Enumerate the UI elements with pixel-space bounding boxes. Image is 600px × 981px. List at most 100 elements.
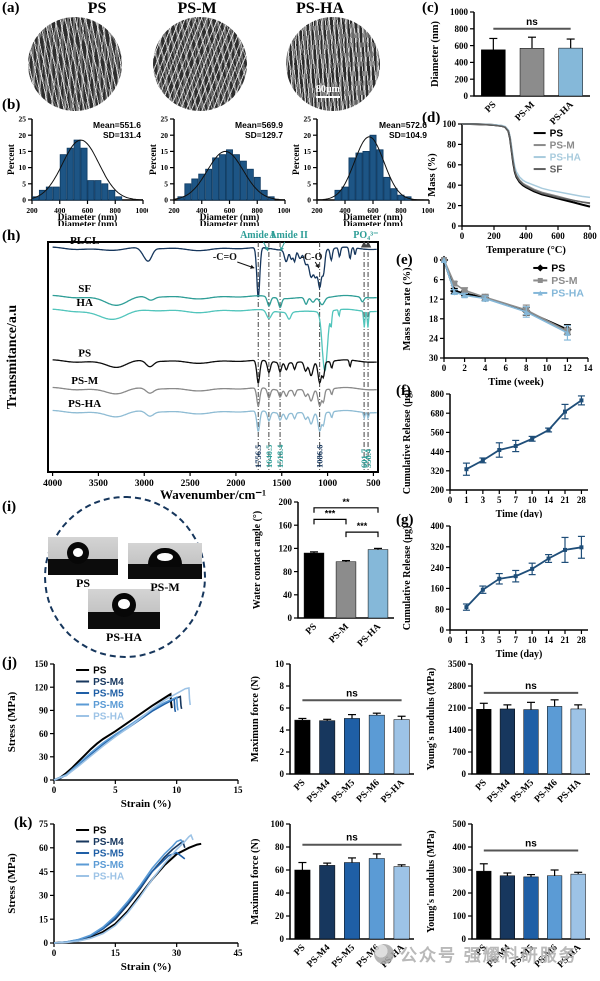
chart-stress-strain-j: 0 30 60 90 120 150 Stress (MPa) 0 5 10 15 Strain (%… [6, 659, 244, 810]
svg-text:10: 10 [172, 785, 182, 795]
svg-text:400: 400 [196, 206, 208, 215]
svg-text:7: 7 [513, 495, 518, 505]
svg-text:680: 680 [431, 408, 445, 418]
svg-text:2100: 2100 [448, 703, 467, 713]
svg-text:-C=O: -C=O [213, 252, 237, 263]
svg-text:600: 600 [455, 41, 469, 51]
droplet-label-ps-m: PS-M [150, 580, 180, 594]
svg-text:Wavenumber/cm⁻¹: Wavenumber/cm⁻¹ [160, 487, 266, 502]
svg-text:400: 400 [453, 842, 467, 852]
svg-text:0: 0 [280, 934, 285, 944]
droplet-image-ps [48, 537, 118, 575]
svg-text:3500: 3500 [89, 479, 108, 489]
svg-text:120: 120 [279, 544, 293, 554]
chart-release-high: 200 320 440 560 680 800 Cumulative Release (μg… [402, 389, 588, 518]
sem-label-ps: PS [87, 0, 107, 17]
svg-text:10: 10 [542, 363, 552, 373]
svg-text:ns: ns [525, 681, 537, 692]
svg-text:10: 10 [304, 163, 312, 172]
svg-text:PS-M6: PS-M6 [533, 778, 560, 805]
sem-image-ps [28, 17, 122, 111]
svg-text:Diameter (nm): Diameter (nm) [200, 212, 260, 223]
svg-text:PS: PS [551, 263, 565, 275]
svg-text:800: 800 [455, 24, 469, 34]
svg-text:PS-M: PS-M [550, 141, 575, 152]
chart-release-low: 0 80 160 240 320 400 Cumulative Release (μg) 0 1… [402, 521, 588, 660]
svg-text:14: 14 [544, 495, 554, 505]
svg-text:Diameter (nm): Diameter (nm) [343, 219, 403, 226]
svg-text:560: 560 [431, 428, 445, 438]
svg-text:0: 0 [288, 613, 293, 623]
svg-text:25: 25 [304, 115, 312, 124]
svg-text:60: 60 [39, 843, 49, 853]
svg-text:5: 5 [497, 495, 502, 505]
svg-text:Time (day): Time (day) [496, 509, 543, 518]
svg-text:PS: PS [93, 826, 107, 837]
sem-label-ps-ha: PS-HA [296, 0, 344, 17]
svg-text:200: 200 [487, 231, 501, 241]
svg-text:240: 240 [431, 563, 445, 573]
svg-text:15: 15 [19, 147, 27, 156]
chart-stress-strain-k: 0 15 30 45 60 75 Stress (MPa) 0 15 30 45 Strain (%)… [6, 819, 243, 973]
svg-text:PS: PS [550, 129, 564, 140]
svg-text:10: 10 [161, 163, 169, 172]
svg-text:30: 30 [172, 948, 182, 958]
svg-text:60: 60 [39, 729, 49, 739]
substrate-bar [128, 564, 202, 579]
svg-text:200: 200 [168, 206, 180, 215]
svg-text:15: 15 [39, 914, 49, 924]
svg-text:80: 80 [435, 604, 445, 614]
svg-text:PS-HA: PS-HA [93, 872, 124, 883]
svg-text:PS-M5: PS-M5 [509, 778, 536, 805]
svg-text:7: 7 [513, 635, 518, 645]
svg-text:3000: 3000 [135, 479, 154, 489]
svg-text:15: 15 [234, 785, 244, 795]
svg-text:40: 40 [283, 590, 293, 600]
svg-text:200: 200 [455, 74, 469, 84]
svg-text:PS-HA: PS-HA [550, 153, 581, 164]
svg-text:28: 28 [577, 495, 587, 505]
svg-text:200: 200 [26, 206, 38, 215]
svg-text:0: 0 [44, 775, 49, 785]
svg-text:21: 21 [561, 635, 571, 645]
chart-fiber-histogram-ps-ha: 0 5 10 15 20 25 Percent 200 400 600 800 1000 Diamete… [292, 115, 434, 226]
svg-text:6: 6 [434, 275, 439, 285]
svg-text:Percent: Percent [292, 143, 302, 175]
svg-text:400: 400 [519, 231, 533, 241]
substrate-bar [88, 612, 160, 629]
sem-image-ps-m [153, 17, 247, 111]
svg-text:1640.5: 1640.5 [264, 445, 274, 468]
svg-text:0: 0 [52, 785, 57, 795]
svg-text:30: 30 [39, 891, 49, 901]
svg-text:Young's modulus (MPa): Young's modulus (MPa) [426, 668, 437, 771]
svg-text:15: 15 [111, 948, 121, 958]
svg-text:1000: 1000 [136, 206, 149, 215]
chart-youngs-modulus-j: 0 700 1400 2100 2800 3500 Young's modulus (MPa… [426, 659, 590, 805]
svg-text:600: 600 [224, 206, 236, 215]
svg-text:400: 400 [54, 206, 66, 215]
svg-text:PS-HA: PS-HA [379, 778, 406, 805]
svg-text:3500: 3500 [448, 659, 467, 669]
svg-text:75: 75 [39, 819, 49, 829]
droplet-label-ps-ha: PS-HA [106, 630, 142, 644]
svg-text:PS-HA: PS-HA [68, 398, 101, 410]
svg-text:60: 60 [447, 160, 457, 170]
svg-text:3: 3 [481, 635, 486, 645]
svg-text:Time (day): Time (day) [496, 649, 543, 660]
panel-letter-c: (c) [422, 0, 439, 16]
chart-fiber-histogram-ps: 0 5 10 15 20 25 Percent 200 400 600 800 1000 Diamete… [7, 115, 149, 226]
svg-text:Mean=572.6: Mean=572.6 [379, 120, 427, 130]
svg-text:Mass (%): Mass (%) [427, 153, 438, 197]
svg-text:100: 100 [271, 819, 285, 829]
svg-text:1086.6: 1086.6 [315, 445, 325, 468]
svg-text:Maximun force (N): Maximun force (N) [250, 675, 261, 762]
svg-text:20: 20 [161, 131, 169, 140]
svg-text:Percent: Percent [7, 143, 17, 175]
svg-text:1518.4: 1518.4 [275, 444, 285, 468]
svg-text:500: 500 [366, 479, 381, 489]
svg-text:800: 800 [431, 389, 445, 399]
svg-text:Strain (%): Strain (%) [121, 798, 172, 810]
